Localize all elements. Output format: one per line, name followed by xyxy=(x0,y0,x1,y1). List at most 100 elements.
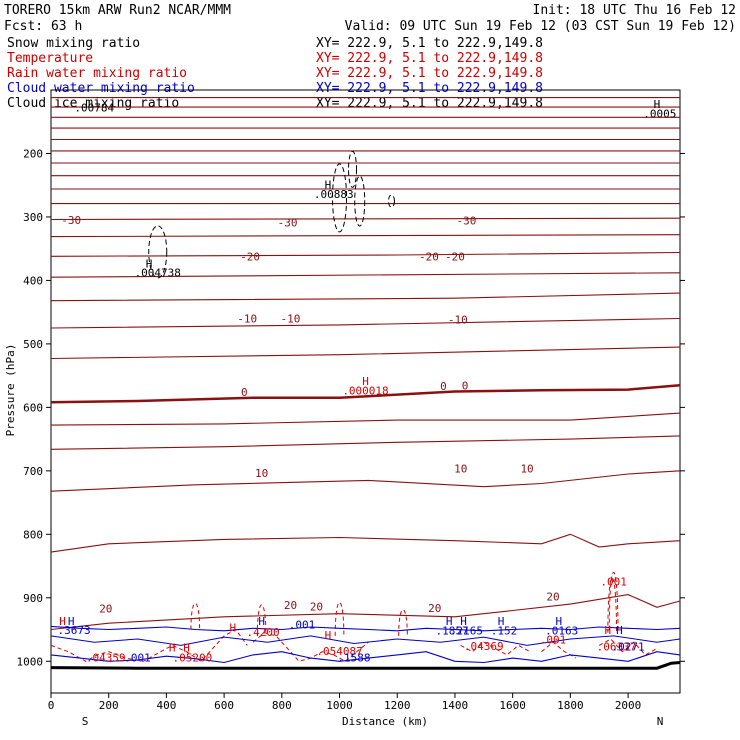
x-end-north: N xyxy=(657,715,664,728)
rain-plume xyxy=(608,572,619,630)
rain-contour xyxy=(598,638,658,656)
rain-plume xyxy=(256,604,267,636)
x-tick-label: 1000 xyxy=(326,699,353,712)
snow-label: .004738 xyxy=(135,267,181,280)
snow-label: .00883 xyxy=(314,188,354,201)
rain-plume xyxy=(190,603,201,630)
temperature-label: -20 xyxy=(419,251,439,264)
temperature-isotherm xyxy=(50,292,681,302)
ground-line xyxy=(50,661,681,670)
cloud-label: .1588 xyxy=(337,651,370,664)
cloud-label: H xyxy=(446,615,453,628)
rain-label: H xyxy=(325,629,332,642)
temperature-label: 20 xyxy=(99,602,112,615)
rain-plume xyxy=(398,609,408,636)
rain-label: H xyxy=(169,642,176,655)
legend-item: Temperature xyxy=(7,51,93,66)
x-tick-label: 1800 xyxy=(557,699,584,712)
legend-xy: XY= 222.9, 5.1 to 222.9,149.8 xyxy=(316,81,543,96)
rain-label: .04369 xyxy=(464,640,504,653)
cloud-label: .001 xyxy=(124,651,151,664)
temperature-label: -30 xyxy=(61,214,81,227)
snow-label: H xyxy=(654,98,661,111)
y-tick-label: 700 xyxy=(23,465,43,478)
temperature-isotherm xyxy=(50,272,681,278)
snow-label: .0005 xyxy=(643,107,676,120)
cloud-label: .1857 xyxy=(435,625,468,638)
x-tick-label: 0 xyxy=(48,699,55,712)
temperature-label: 0 xyxy=(462,380,469,393)
valid-time: Valid: 09 UTC Sun 19 Feb 12 (03 CST Sun … xyxy=(345,19,736,34)
snow-cell xyxy=(354,175,366,227)
temperature-isotherm xyxy=(50,435,681,450)
temperature-isotherm xyxy=(50,533,681,553)
snow-label: .00784 xyxy=(74,102,114,115)
temperature-label: -30 xyxy=(457,215,477,228)
temperature-label: -10 xyxy=(237,312,257,325)
temperature-label: 0 xyxy=(440,380,447,393)
snow-label: H xyxy=(325,178,332,191)
cloud-label: H xyxy=(258,615,265,628)
plot-frame xyxy=(50,89,681,694)
temperature-isotherm xyxy=(50,346,681,360)
cloud-label: .2165 xyxy=(450,625,483,638)
y-tick-label: 800 xyxy=(23,528,43,541)
rain-plume xyxy=(607,577,618,633)
temperature-label: 10 xyxy=(255,467,268,480)
rain-label: .06337 xyxy=(597,640,637,653)
x-tick-label: 1400 xyxy=(442,699,469,712)
temperature-label: 20 xyxy=(428,602,441,615)
field-legend: Snow mixing ratio XY= 222.9, 5.1 to 222.9… xyxy=(7,36,543,111)
temperature-label: -10 xyxy=(281,312,301,325)
rain-label: H xyxy=(59,615,66,628)
legend-xy: XY= 222.9, 5.1 to 222.9,149.8 xyxy=(316,96,543,111)
temperature-isotherm xyxy=(50,317,681,329)
ground-surface xyxy=(50,661,681,670)
cloud-label: .3673 xyxy=(58,624,91,637)
init-time: Init: 18 UTC Thu 16 Feb 12 xyxy=(533,3,737,18)
y-tick-label: 300 xyxy=(23,211,43,224)
x-tick-label: 1200 xyxy=(384,699,411,712)
cloud-contour-top xyxy=(50,625,681,632)
temperature-label: 0 xyxy=(241,386,248,399)
x-tick-label: 600 xyxy=(214,699,234,712)
temperature-contours xyxy=(50,97,681,631)
temperature-label: -20 xyxy=(445,251,465,264)
temperature-label: -30 xyxy=(278,216,298,229)
temperature-label: 20 xyxy=(546,590,559,603)
legend-item: Cloud water mixing ratio xyxy=(7,81,195,96)
snow-mixing-contours xyxy=(148,150,395,279)
temperature-isotherm xyxy=(50,470,681,492)
rain-label: .05200 xyxy=(173,651,213,664)
temperature-label: 10 xyxy=(520,463,533,476)
rain-label: .000018 xyxy=(342,385,388,398)
snow-cell xyxy=(148,225,168,279)
snow-cell xyxy=(332,163,348,233)
cloud-label: .152 xyxy=(491,625,518,638)
rain-label: .04359 xyxy=(86,651,126,664)
x-tick-label: 1600 xyxy=(499,699,526,712)
cloud-label: .0163 xyxy=(545,625,578,638)
legend-item: Rain water mixing ratio xyxy=(7,66,187,81)
x-tick-label: 200 xyxy=(99,699,119,712)
x-end-south: S xyxy=(82,715,89,728)
cloud-label: H xyxy=(556,615,563,628)
rain-label: .054087 xyxy=(316,645,362,658)
rain-label: .001 xyxy=(540,633,567,646)
cloud-contour-mid xyxy=(50,635,681,646)
temperature-label: -20 xyxy=(240,251,260,264)
rain-label: H xyxy=(605,624,612,637)
forecast-hour: Fcst: 63 h xyxy=(4,19,82,34)
temperature-isotherm xyxy=(50,234,681,238)
rain-label: H xyxy=(183,642,190,655)
cloud-label: H xyxy=(616,624,623,637)
temperature-label: 10 xyxy=(454,463,467,476)
rain-label: H xyxy=(362,375,369,388)
legend-item: Snow mixing ratio xyxy=(7,36,140,51)
legend-xy: XY= 222.9, 5.1 to 222.9,149.8 xyxy=(316,66,543,81)
snow-cell xyxy=(348,150,358,188)
y-tick-label: 500 xyxy=(23,338,43,351)
y-axis-label: Pressure (hPa) xyxy=(4,344,17,437)
x-tick-label: 800 xyxy=(272,699,292,712)
